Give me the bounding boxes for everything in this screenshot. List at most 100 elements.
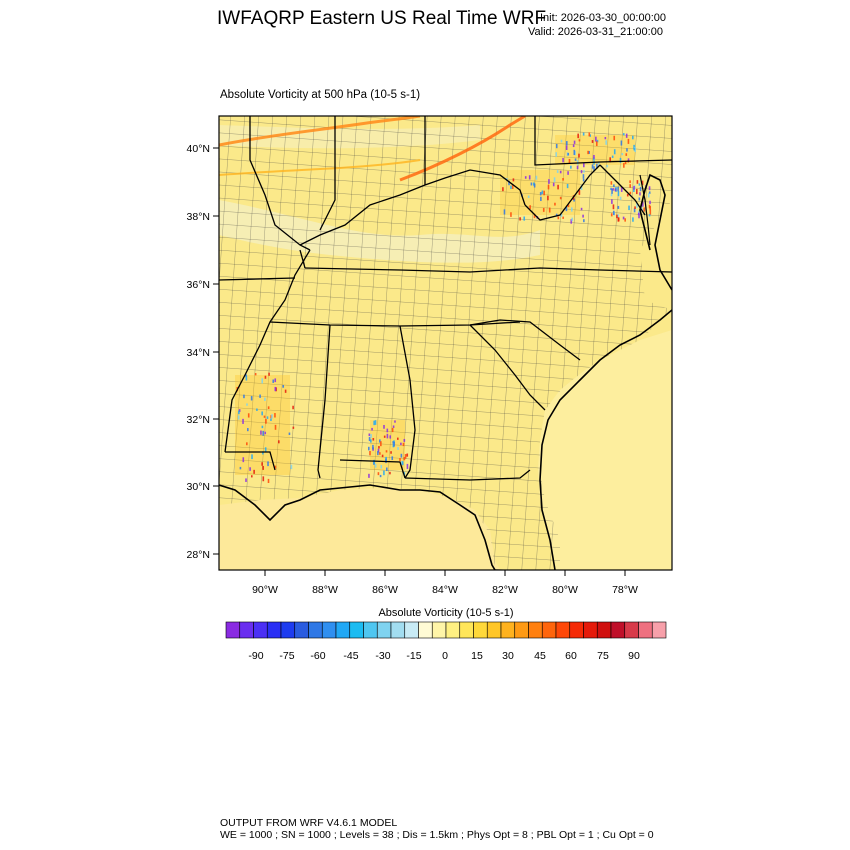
vorticity-speckle: [380, 464, 383, 469]
vorticity-speckle: [292, 405, 294, 410]
vorticity-speckle: [386, 433, 389, 439]
lat-label: 34°N: [187, 347, 210, 359]
colorbar-swatch: [500, 621, 516, 639]
vorticity-speckle: [251, 475, 253, 478]
colorbar-swatch: [473, 621, 488, 639]
vorticity-speckle: [624, 160, 627, 165]
vorticity-speckle: [394, 420, 396, 423]
vorticity-speckles: [236, 132, 652, 483]
vorticity-speckle: [372, 444, 374, 450]
colorbar-swatch: [321, 621, 337, 639]
coastline: [219, 173, 672, 570]
vorticity-speckle: [567, 171, 569, 175]
vorticity-speckle: [274, 378, 277, 383]
vorticity-speckle: [637, 210, 640, 215]
vorticity-speckle: [639, 192, 641, 196]
vorticity-speckle: [267, 461, 269, 467]
vorticity-speckle: [577, 133, 579, 139]
vorticity-speckle: [560, 139, 563, 143]
vorticity-speckle: [560, 213, 563, 217]
vorticity-speckle: [261, 462, 263, 466]
colorbar-label: -15: [406, 650, 421, 662]
vorticity-speckle: [583, 162, 585, 168]
vorticity-speckle: [368, 446, 370, 451]
vorticity-speckle: [391, 456, 394, 461]
vorticity-speckle: [372, 438, 375, 441]
vorticity-speckle: [254, 373, 257, 376]
vorticity-speckle: [385, 450, 388, 453]
vorticity-speckle: [262, 430, 264, 436]
vorticity-speckle: [648, 214, 651, 217]
atlantic-ocean: [538, 330, 672, 570]
vorticity-speckle: [265, 418, 267, 424]
lon-label: 80°W: [552, 584, 578, 596]
footer-model: OUTPUT FROM WRF V4.6.1 MODEL: [220, 817, 398, 829]
vorticity-speckle: [373, 420, 375, 426]
colorbar-swatch: [583, 621, 598, 639]
colorbar-swatch: [308, 621, 323, 639]
colorbar-swatch: [280, 621, 296, 639]
colorbar-label: -60: [310, 650, 325, 662]
vorticity-speckle: [554, 202, 556, 206]
vorticity-speckle: [611, 155, 614, 158]
vorticity-speckle: [604, 136, 607, 140]
vorticity-speckle: [622, 216, 625, 220]
vorticity-speckle: [634, 206, 636, 209]
vorticity-speckle: [245, 374, 247, 377]
vorticity-speckle: [629, 184, 631, 188]
map-plot-area: [219, 116, 672, 570]
vorticity-speckle: [548, 179, 550, 184]
valid-time: Valid: 2026-03-31_21:00:00: [528, 26, 663, 38]
vorticity-speckle: [264, 431, 267, 435]
vorticity-speckle: [510, 212, 512, 217]
colorbar-label: -75: [279, 650, 294, 662]
vorticity-speckle: [548, 207, 551, 213]
vorticity-speckle: [591, 140, 594, 143]
vorticity-speckle: [557, 216, 560, 220]
colorbar-label: -30: [375, 650, 390, 662]
colorbar-swatch: [486, 621, 502, 639]
vorticity-speckle: [570, 207, 573, 212]
vorticity-speckle: [587, 150, 589, 155]
vorticity-speckle: [245, 478, 247, 482]
vorticity-speckle: [379, 439, 381, 443]
vorticity-speckle: [625, 153, 628, 156]
vorticity-speckle: [629, 191, 632, 195]
vorticity-speckle: [613, 149, 616, 155]
vorticity-speckle: [596, 139, 599, 143]
vorticity-speckle: [573, 149, 576, 155]
vorticity-speckle: [262, 451, 264, 455]
vorticity-speckle: [262, 465, 264, 470]
vorticity-speckle: [374, 463, 377, 468]
vorticity-speckle: [401, 460, 403, 465]
vorticity-speckle: [638, 213, 640, 219]
vorticity-speckle: [633, 144, 635, 150]
colorbar-label: 30: [502, 650, 514, 662]
vorticity-speckle: [288, 432, 291, 435]
vorticity-speckle: [570, 219, 573, 224]
vorticity-speckle: [626, 148, 628, 152]
vorticity-speckle: [404, 454, 407, 459]
vorticity-speckle: [649, 200, 651, 205]
vorticity-speckle: [379, 452, 381, 455]
vorticity-speckle: [368, 473, 370, 478]
vorticity-speckle: [403, 456, 406, 461]
vorticity-speckle: [264, 375, 267, 379]
vorticity-speckle: [519, 217, 521, 221]
vorticity-speckle: [614, 188, 617, 192]
vorticity-speckle: [605, 140, 607, 145]
lon-label: 82°W: [492, 584, 518, 596]
colorbar-swatch: [459, 621, 474, 639]
lon-label: 86°W: [372, 584, 398, 596]
vorticity-speckle: [628, 205, 630, 211]
vorticity-speckle: [641, 201, 644, 207]
vorticity-speckle: [368, 437, 371, 442]
vorticity-speckle: [523, 216, 526, 221]
chesapeake-bay: [639, 174, 651, 246]
vorticity-speckle: [271, 414, 273, 419]
vorticity-speckle: [238, 409, 241, 413]
colorbar-swatch: [363, 621, 378, 639]
vorticity-speckle: [562, 157, 564, 163]
colorbar-label: -45: [343, 650, 358, 662]
vorticity-speckle: [612, 188, 614, 191]
